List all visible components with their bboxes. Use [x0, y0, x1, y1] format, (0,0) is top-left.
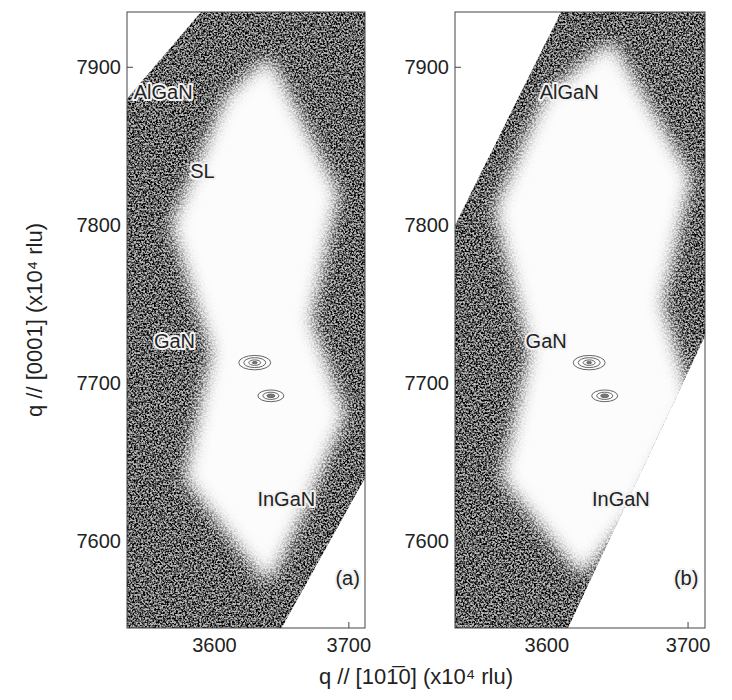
peak-contour: [592, 390, 618, 402]
y-tick-label: 7800: [77, 214, 122, 236]
peak-contour: [601, 394, 609, 398]
speckle-group: [455, 12, 705, 628]
diffuse-group: [497, 44, 688, 573]
diffuse-core: [497, 44, 688, 573]
y-tick: [455, 225, 461, 226]
peak-contour: [587, 362, 592, 364]
x-tick: [546, 622, 547, 628]
x-tick-label: 3700: [327, 634, 372, 656]
x-tick-label: 3600: [525, 634, 570, 656]
diffuse-region: [174, 59, 342, 580]
scan-area: [455, 12, 705, 628]
y-tick-label: 7900: [77, 56, 122, 78]
y-tick-label: 7600: [405, 530, 450, 552]
speckle: [127, 12, 365, 628]
annotation: GaN: [526, 330, 567, 352]
annotation: InGaN: [257, 488, 315, 510]
peak-contour: [244, 358, 266, 368]
annotation: (b): [674, 567, 698, 589]
x-tick: [348, 622, 349, 628]
y-tick-label: 7800: [405, 214, 450, 236]
y-tick: [455, 67, 461, 68]
peak-contour: [578, 358, 600, 368]
diffuse-region: [497, 44, 688, 573]
peak-contour: [239, 355, 271, 369]
peak-contour: [573, 355, 605, 369]
speckle-group: [127, 12, 365, 628]
y-tick: [127, 541, 133, 542]
x-tick: [214, 622, 215, 628]
y-tick-label: 7600: [77, 530, 122, 552]
plot-area: [127, 12, 365, 628]
diffuse-group: [174, 59, 342, 580]
peak-contour: [583, 360, 595, 365]
plot-frame: [127, 12, 365, 628]
plot-area: [455, 12, 705, 628]
y-tick-label: 7900: [405, 56, 450, 78]
y-tick: [455, 383, 461, 384]
diffuse-core: [174, 59, 342, 580]
peak-contour: [263, 392, 279, 399]
y-tick-label: 7700: [405, 372, 450, 394]
peak-contour: [267, 394, 275, 398]
peak-contour: [249, 360, 261, 365]
speckle: [455, 12, 705, 628]
y-tick-label: 7700: [77, 372, 122, 394]
x-axis-title: q // [101̅0] (x10⁴ rlu): [319, 664, 513, 689]
peak-contour: [252, 362, 257, 364]
annotation: (a): [335, 567, 359, 589]
annotation: GaN: [154, 330, 195, 352]
annotation: AlGaN: [540, 81, 599, 103]
annotation: AlGaN: [134, 81, 193, 103]
annotation: SL: [190, 160, 214, 182]
y-tick: [127, 67, 133, 68]
peak-contour: [258, 390, 284, 402]
figure: 7600 7700 7800 7900 3600 3700 AlGaN SL GaN InGaN (…: [0, 0, 732, 700]
annotation: InGaN: [592, 488, 650, 510]
peak-contour: [597, 392, 613, 399]
scan-area: [127, 12, 365, 628]
plot-frame: [455, 12, 705, 628]
y-tick: [127, 383, 133, 384]
x-tick-label: 3600: [192, 634, 237, 656]
y-axis-title: q // [0001] (x10⁴ rlu): [22, 223, 47, 417]
y-tick: [455, 541, 461, 542]
y-tick: [127, 225, 133, 226]
x-tick-label: 3700: [666, 634, 711, 656]
x-tick: [688, 622, 689, 628]
